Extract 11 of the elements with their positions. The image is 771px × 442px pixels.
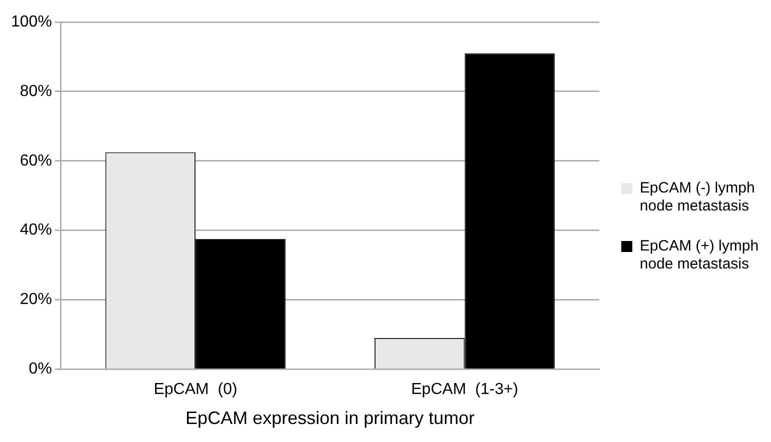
y-tick-label: 60% <box>20 152 52 170</box>
x-tick-label: EpCAM (1-3+) <box>411 381 518 398</box>
x-tick-label: EpCAM (0) <box>154 381 238 398</box>
y-tick-label: 20% <box>20 291 52 308</box>
y-tick-label: 40% <box>20 222 52 239</box>
y-tick-label: 100% <box>11 13 52 30</box>
legend-label: EpCAM (-) lymph node metastasis <box>640 180 755 215</box>
legend-label: EpCAM (+) lymph node metastasis <box>640 238 759 273</box>
x-axis-title: EpCAM expression in primary tumor <box>186 408 475 428</box>
y-tick-label: 0% <box>28 360 52 378</box>
y-tick-label: 80% <box>20 82 52 100</box>
